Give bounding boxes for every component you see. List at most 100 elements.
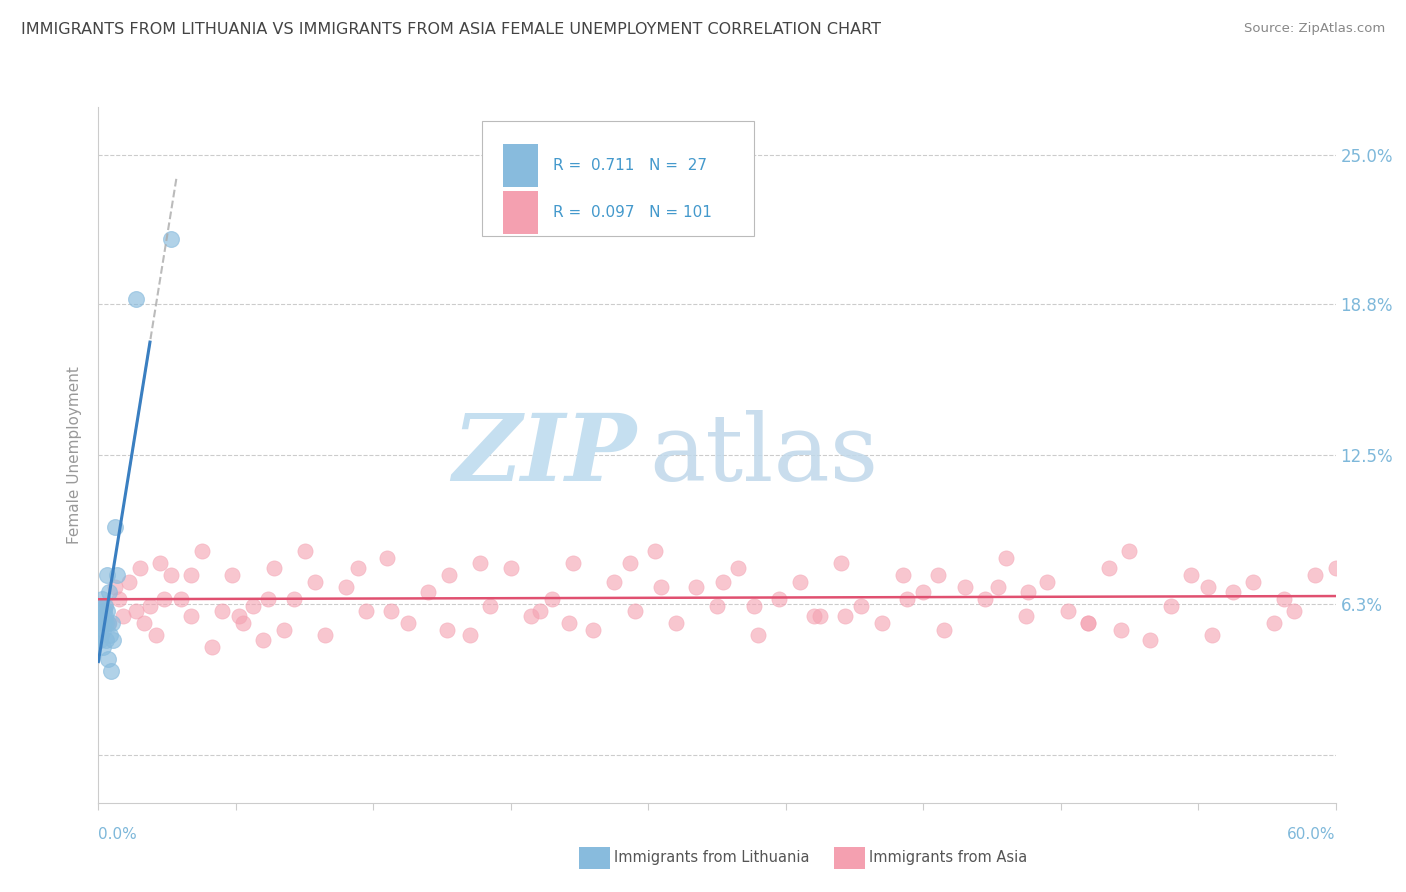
Point (228, 608, 250, 623)
Point (932, 623, 955, 637)
Point (108, 591, 131, 606)
Point (159, 232, 181, 246)
Point (1241, 575, 1264, 590)
Point (96, 567, 118, 582)
Point (1017, 584, 1039, 599)
Point (97, 615, 120, 630)
Point (380, 604, 402, 618)
Point (529, 604, 551, 618)
Text: R =  0.097   N = 101: R = 0.097 N = 101 (553, 205, 711, 220)
Point (1036, 575, 1059, 590)
Point (468, 556, 491, 570)
Point (94, 632, 117, 647)
Point (221, 567, 243, 582)
Text: Immigrants from Asia: Immigrants from Asia (869, 850, 1028, 864)
Point (97, 584, 120, 599)
Point (91, 640, 114, 654)
Point (356, 604, 378, 618)
Point (1222, 584, 1244, 599)
Point (561, 556, 583, 570)
Point (190, 544, 212, 558)
Point (1118, 544, 1140, 558)
Point (706, 599, 728, 613)
Point (1160, 599, 1182, 613)
Point (479, 599, 502, 613)
Point (304, 575, 326, 590)
Point (557, 615, 579, 630)
Point (96, 615, 118, 630)
Point (1056, 604, 1078, 618)
Point (314, 628, 336, 642)
Point (98, 628, 121, 642)
Text: ZIP: ZIP (453, 410, 637, 500)
Point (104, 580, 127, 594)
Point (105, 567, 128, 582)
Point (93, 604, 115, 618)
Point (93, 615, 115, 630)
Point (1272, 591, 1295, 606)
Point (180, 567, 202, 582)
Point (623, 604, 645, 618)
Point (742, 599, 765, 613)
Point (927, 567, 949, 582)
Point (582, 623, 605, 637)
Point (1324, 560, 1347, 574)
Point (851, 599, 873, 613)
FancyBboxPatch shape (482, 121, 754, 235)
Point (986, 580, 1008, 594)
Point (1077, 615, 1099, 630)
Point (396, 615, 419, 630)
Point (101, 632, 124, 647)
Point (803, 608, 825, 623)
Point (153, 591, 176, 606)
Point (124, 292, 146, 306)
Point (1303, 567, 1326, 582)
Point (1139, 632, 1161, 647)
Point (128, 560, 150, 574)
Point (101, 615, 124, 630)
Point (132, 615, 155, 630)
Point (1197, 580, 1219, 594)
Point (1109, 623, 1132, 637)
Point (994, 551, 1017, 566)
Point (1284, 604, 1306, 618)
Point (1015, 608, 1038, 623)
Point (97, 615, 120, 630)
Point (499, 560, 522, 574)
Point (768, 591, 790, 606)
Point (252, 632, 274, 647)
Point (139, 599, 162, 613)
Text: atlas: atlas (650, 410, 879, 500)
Point (870, 615, 893, 630)
Text: 0.0%: 0.0% (98, 827, 138, 841)
Point (808, 608, 831, 623)
Text: Immigrants from Lithuania: Immigrants from Lithuania (614, 850, 810, 864)
Point (1263, 615, 1285, 630)
Point (335, 580, 357, 594)
Point (665, 615, 688, 630)
Point (93, 608, 115, 623)
Point (603, 575, 626, 590)
Point (619, 556, 641, 570)
Point (375, 551, 398, 566)
Point (100, 664, 122, 678)
Text: Source: ZipAtlas.com: Source: ZipAtlas.com (1244, 22, 1385, 36)
Point (149, 556, 172, 570)
Point (953, 580, 976, 594)
Point (89, 632, 111, 647)
Point (912, 584, 935, 599)
Point (91, 608, 114, 623)
Point (650, 580, 672, 594)
Point (201, 640, 224, 654)
Point (436, 623, 458, 637)
Bar (503, 191, 537, 235)
Point (711, 575, 734, 590)
Point (974, 591, 997, 606)
Point (90, 628, 112, 642)
Bar (503, 144, 537, 187)
Point (97, 652, 120, 666)
Point (96, 604, 118, 618)
Point (89, 615, 111, 630)
Text: R =  0.711   N =  27: R = 0.711 N = 27 (553, 158, 706, 173)
Point (830, 556, 852, 570)
